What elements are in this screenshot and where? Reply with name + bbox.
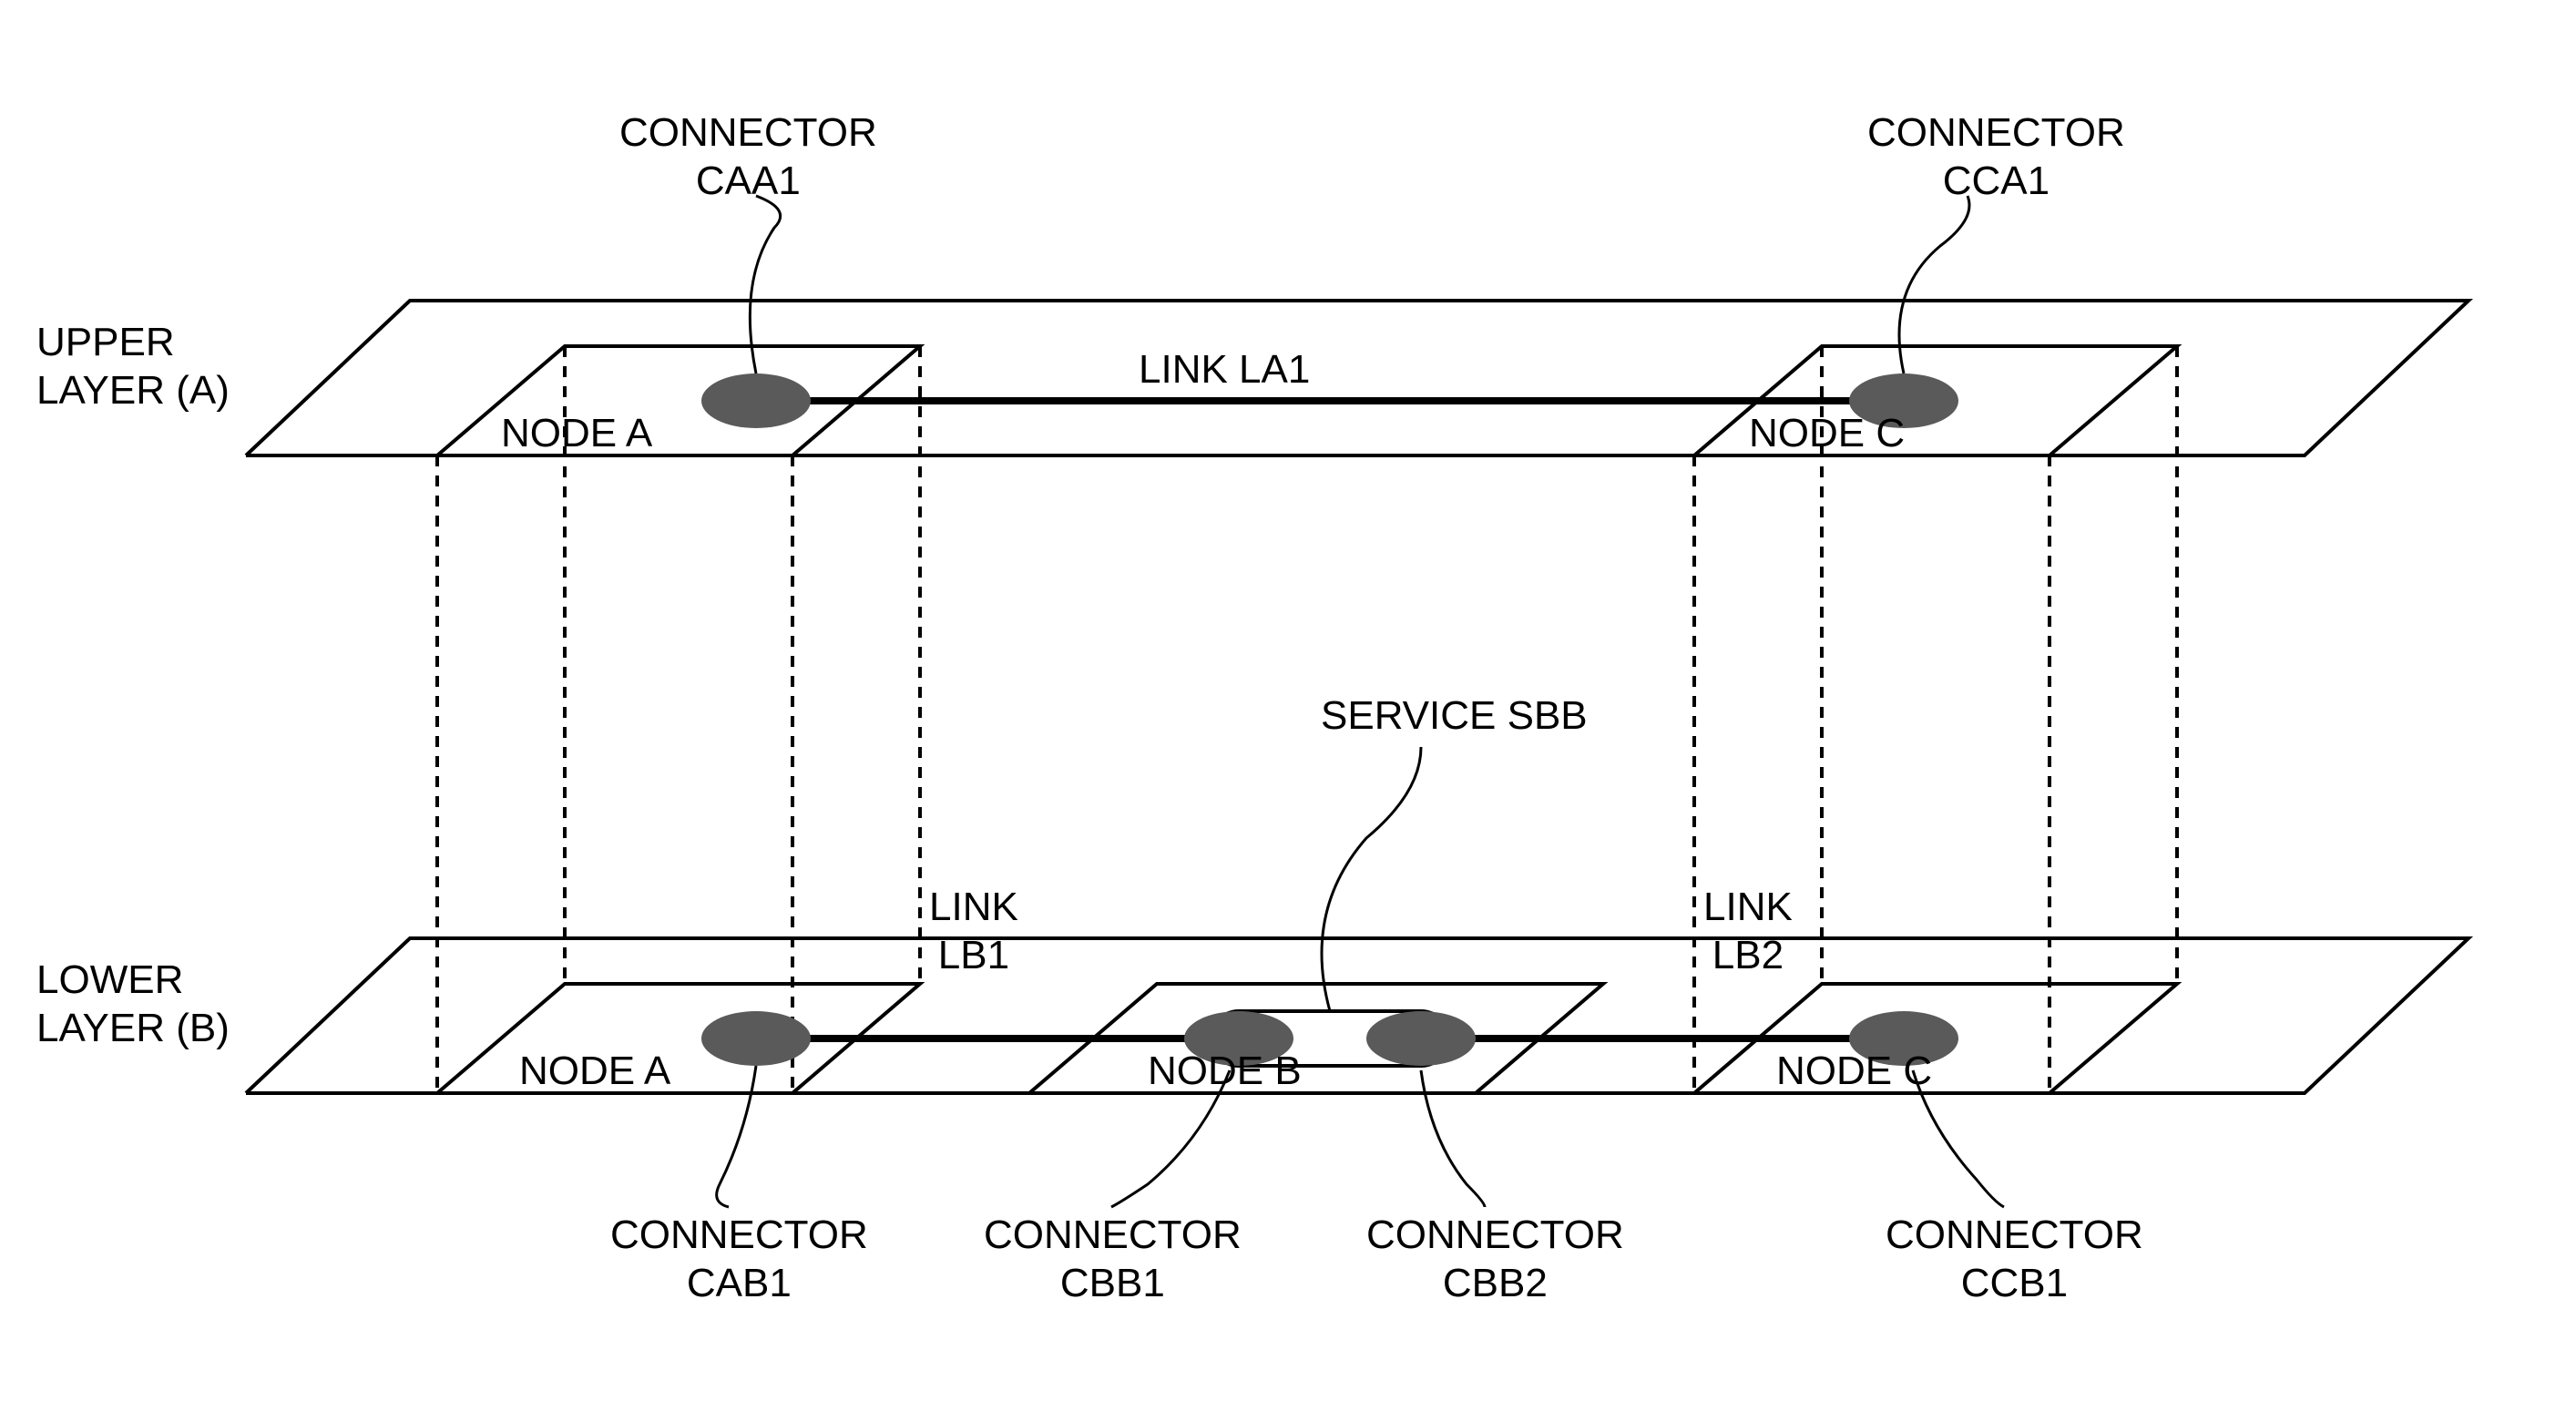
link-lb2-label: LINK LB2 — [1703, 884, 1793, 980]
lower-layer-label: LOWER LAYER (B) — [36, 957, 230, 1053]
link-lb1-label: LINK LB1 — [929, 884, 1018, 980]
connector-ccb1-label: CONNECTOR CCB1 — [1886, 1212, 2143, 1308]
link-la1-label: LINK LA1 — [1139, 346, 1310, 394]
node-c-bottom-label: NODE C — [1776, 1048, 1932, 1096]
node-a-top-label: NODE A — [501, 410, 652, 458]
connector-cab1-label: CONNECTOR CAB1 — [610, 1212, 868, 1308]
node-a-bottom-label: NODE A — [519, 1048, 670, 1096]
upper-layer-label: UPPER LAYER (A) — [36, 319, 230, 415]
node-b-bottom-label: NODE B — [1148, 1048, 1302, 1096]
node-c-top-label: NODE C — [1749, 410, 1905, 458]
service-sbb-label: SERVICE SBB — [1321, 692, 1588, 741]
connector-caa1-label: CONNECTOR CAA1 — [619, 109, 877, 206]
diagram-canvas — [0, 0, 2576, 1422]
connector-cbb1-label: CONNECTOR CBB1 — [984, 1212, 1242, 1308]
connector-cbb2-label: CONNECTOR CBB2 — [1366, 1212, 1624, 1308]
connector-cca1-label: CONNECTOR CCA1 — [1867, 109, 2125, 206]
